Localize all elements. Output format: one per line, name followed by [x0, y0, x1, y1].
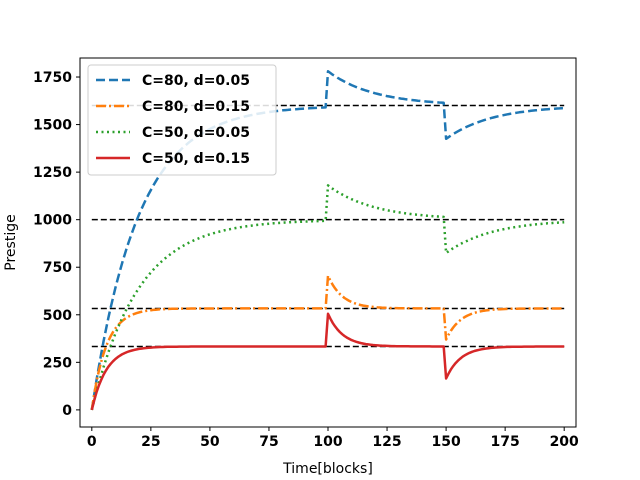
- y-tick-label: 500: [43, 308, 72, 324]
- x-tick-label: 75: [259, 434, 278, 450]
- equilibrium-lines: [91, 104, 565, 348]
- y-tick-label: 1000: [33, 213, 72, 229]
- x-tick-label: 150: [431, 434, 460, 450]
- y-tick-label: 250: [43, 355, 72, 371]
- series-line: [90, 184, 565, 411]
- legend-box: [87, 64, 277, 176]
- x-tick-label: 200: [550, 434, 579, 450]
- x-tick-label: 125: [372, 434, 401, 450]
- y-tick-label: 1500: [33, 118, 72, 134]
- y-tick-label: 1750: [33, 70, 72, 86]
- y-tick-label: 1250: [33, 165, 72, 181]
- series-line: [90, 274, 565, 411]
- x-axis-label: Time[blocks]: [282, 461, 373, 477]
- x-tick-label: 175: [491, 434, 520, 450]
- y-tick-label: 750: [43, 260, 72, 276]
- y-axis: 0 250 500 750 1000 1250 1500 1750: [33, 70, 80, 419]
- y-tick-label: 0: [62, 403, 72, 419]
- x-tick-label: 25: [141, 434, 160, 450]
- series-line: [90, 312, 565, 411]
- x-tick-label: 100: [313, 434, 342, 450]
- legend-label: C=80, d=0.05: [142, 73, 250, 89]
- x-tick-label: 50: [200, 434, 220, 450]
- legend: C=80, d=0.05 C=80, d=0.15 C=50, d=0.05 C=50…: [87, 64, 277, 176]
- x-tick-label: 0: [87, 434, 97, 450]
- legend-label: C=50, d=0.05: [142, 125, 250, 141]
- legend-label: C=80, d=0.15: [142, 99, 250, 115]
- x-axis: 0 25 50 75 100 125 150 175 200: [87, 427, 579, 450]
- y-axis-label: Prestige: [3, 214, 19, 270]
- legend-label: C=50, d=0.15: [142, 151, 250, 167]
